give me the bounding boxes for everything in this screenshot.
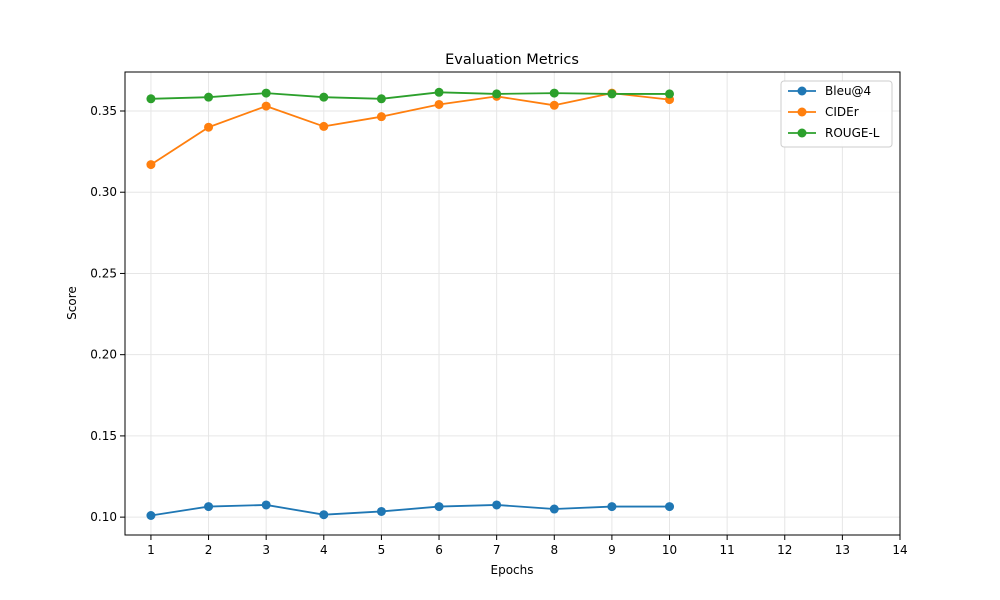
x-tick-label: 13 <box>835 543 850 557</box>
y-tick-label: 0.10 <box>90 510 117 524</box>
data-point-bleu-4 <box>549 504 559 514</box>
x-tick-label: 2 <box>205 543 213 557</box>
legend-marker-rouge-l <box>797 128 807 138</box>
plot-area-frame <box>124 71 901 536</box>
y-tick-label: 0.20 <box>90 348 117 362</box>
y-tick-label: 0.25 <box>90 266 117 280</box>
legend: Bleu@4 CIDEr ROUGE-L <box>780 80 893 148</box>
tick-layer: 1 2 3 4 5 6 7 8 9 10 11 12 13 140.100.150.200.250.300… <box>90 104 907 557</box>
x-tick-label: 5 <box>378 543 386 557</box>
x-tick-label: 8 <box>550 543 558 557</box>
x-tick-label: 10 <box>662 543 677 557</box>
data-point-rouge-l <box>665 89 675 99</box>
data-point-rouge-l <box>549 88 559 98</box>
y-tick-label: 0.35 <box>90 104 117 118</box>
data-point-cider <box>204 122 214 132</box>
series-line-bleu-4 <box>150 504 671 517</box>
data-point-bleu-4 <box>665 502 675 512</box>
data-point-cider <box>146 160 156 170</box>
data-point-rouge-l <box>492 89 502 99</box>
data-point-rouge-l <box>434 87 444 97</box>
data-point-rouge-l <box>607 89 617 99</box>
data-point-bleu-4 <box>204 502 214 512</box>
data-point-rouge-l <box>261 88 271 98</box>
data-point-rouge-l <box>319 92 329 102</box>
x-tick-label: 1 <box>147 543 155 557</box>
data-point-bleu-4 <box>376 506 386 516</box>
legend-label-cider: CIDEr <box>825 105 859 119</box>
y-axis-label: Score <box>65 286 79 320</box>
x-tick-label: 12 <box>777 543 792 557</box>
data-point-bleu-4 <box>492 500 502 510</box>
data-point-cider <box>549 100 559 110</box>
legend-label-rouge-l: ROUGE-L <box>825 126 880 140</box>
data-point-bleu-4 <box>261 500 271 510</box>
grid-layer <box>125 72 901 535</box>
x-axis-label: Epochs <box>491 563 534 577</box>
data-point-bleu-4 <box>146 511 156 521</box>
legend-marker-cider <box>797 107 807 117</box>
x-tick-label: 4 <box>320 543 328 557</box>
legend-marker-bleu-4 <box>797 86 807 96</box>
legend-label-bleu-4: Bleu@4 <box>825 84 871 98</box>
legend-box <box>780 80 893 148</box>
data-point-cider <box>261 101 271 111</box>
data-point-rouge-l <box>146 94 156 104</box>
y-tick-label: 0.15 <box>90 429 117 443</box>
y-tick-label: 0.30 <box>90 185 117 199</box>
data-point-bleu-4 <box>319 510 329 520</box>
data-point-cider <box>376 112 386 122</box>
chart-title: Evaluation Metrics <box>445 52 579 68</box>
x-tick-label: 6 <box>435 543 443 557</box>
data-point-bleu-4 <box>607 502 617 512</box>
series-line-cider <box>150 92 671 166</box>
data-point-rouge-l <box>376 94 386 104</box>
data-point-rouge-l <box>204 92 214 102</box>
x-tick-label: 7 <box>493 543 501 557</box>
x-tick-label: 14 <box>892 543 907 557</box>
x-tick-label: 11 <box>719 543 734 557</box>
data-point-bleu-4 <box>434 502 444 512</box>
data-point-cider <box>319 121 329 131</box>
x-tick-label: 9 <box>608 543 616 557</box>
series-layer <box>146 87 675 521</box>
data-point-cider <box>434 99 444 109</box>
x-tick-label: 3 <box>262 543 270 557</box>
series-line-rouge-l <box>150 91 671 100</box>
